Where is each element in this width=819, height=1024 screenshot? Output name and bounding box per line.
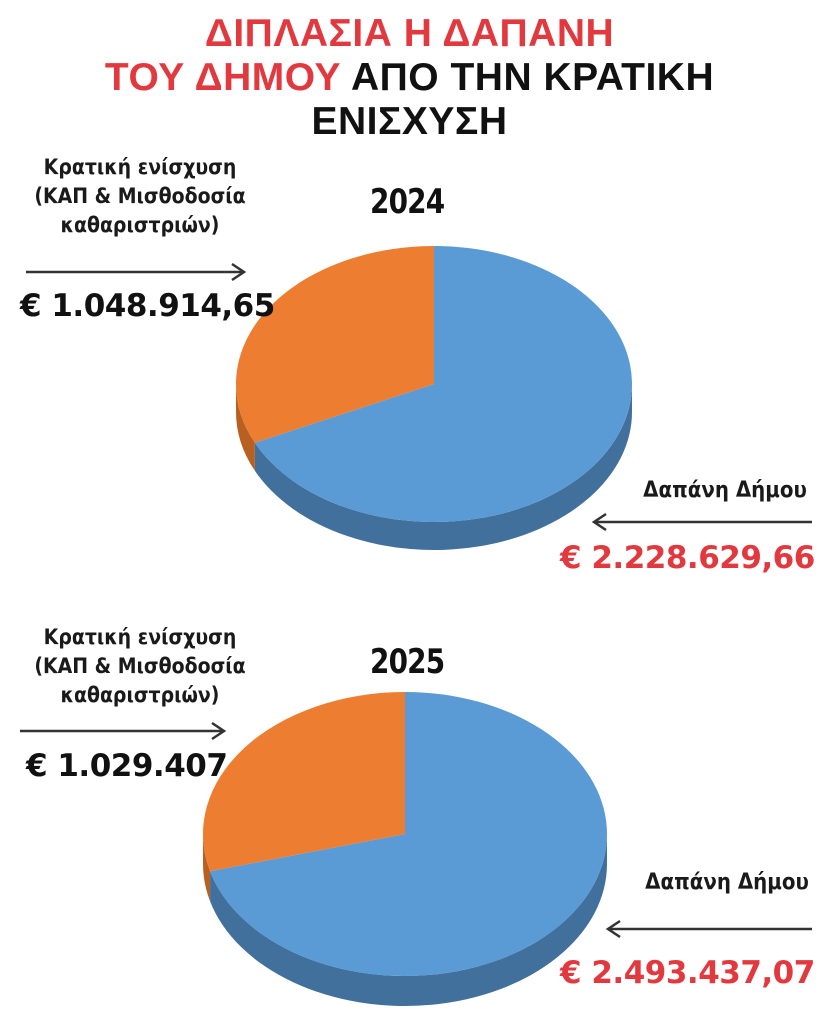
- title-line-2-black: ΑΠΟ ΤΗΝ ΚΡΑΤΙΚΗ: [341, 56, 715, 99]
- pie-chart-2025: [202, 692, 608, 1006]
- state-aid-label-line-1: Κρατική ενίσχυση: [43, 155, 237, 179]
- slice-municipal-spending: [210, 692, 608, 976]
- slice-side-municipal-spending: [254, 384, 633, 550]
- slice-side-municipal-spending: [210, 834, 607, 1006]
- title-line-2: ΤΟΥ ΔΗΜΟΥ ΑΠΟ ΤΗΝ ΚΡΑΤΙΚΗ: [0, 56, 819, 100]
- chart-title-2025: 2025: [370, 642, 445, 682]
- municipal-spending-amount-2025: € 2.493.437,07: [560, 955, 815, 991]
- title-line-2-red: ΤΟΥ ΔΗΜΟΥ: [104, 56, 342, 99]
- slice-state-aid: [235, 246, 434, 443]
- title-line-3: ΕΝΙΣΧΥΣΗ: [311, 100, 508, 143]
- page-title: ΔΙΠΛΑΣΙΑ Η ΔΑΠΑΝΗ ΤΟΥ ΔΗΜΟΥ ΑΠΟ ΤΗΝ ΚΡΑΤ…: [0, 12, 819, 144]
- arrow-right-icon: [20, 721, 227, 741]
- state-aid-amount-2024: € 1.048.914,65: [20, 288, 275, 324]
- municipal-spending-amount-2024: € 2.228.629,66: [560, 540, 815, 576]
- arrow-left-icon: [605, 919, 812, 939]
- chart-title-2024: 2024: [370, 182, 445, 222]
- state-aid-label-line-3: καθαριστριών): [60, 683, 220, 707]
- arrow-left-icon: [591, 512, 812, 532]
- slice-side-state-aid: [203, 834, 211, 902]
- municipal-spending-label-2024: Δαπάνη Δήμου: [643, 478, 807, 503]
- state-aid-label-line-1: Κρατική ενίσχυση: [43, 625, 237, 649]
- title-line-1: ΔΙΠΛΑΣΙΑ Η ΔΑΠΑΝΗ: [204, 12, 615, 55]
- state-aid-label-2025: Κρατική ενίσχυση (ΚΑΠ & Μισθοδοσία καθαρ…: [32, 623, 248, 710]
- slice-side-state-aid: [236, 384, 255, 471]
- state-aid-label-line-3: καθαριστριών): [60, 213, 220, 237]
- pie-chart-2024: [235, 246, 633, 550]
- arrow-right-icon: [26, 262, 247, 282]
- slice-municipal-spending: [254, 246, 633, 522]
- state-aid-label-line-2: (ΚΑΠ & Μισθοδοσία: [34, 184, 246, 208]
- slice-state-aid: [202, 692, 405, 872]
- state-aid-label-2024: Κρατική ενίσχυση (ΚΑΠ & Μισθοδοσία καθαρ…: [32, 153, 248, 240]
- state-aid-amount-2025: € 1.029.407: [26, 748, 228, 784]
- state-aid-label-line-2: (ΚΑΠ & Μισθοδοσία: [34, 654, 246, 678]
- municipal-spending-label-2025: Δαπάνη Δήμου: [645, 870, 809, 895]
